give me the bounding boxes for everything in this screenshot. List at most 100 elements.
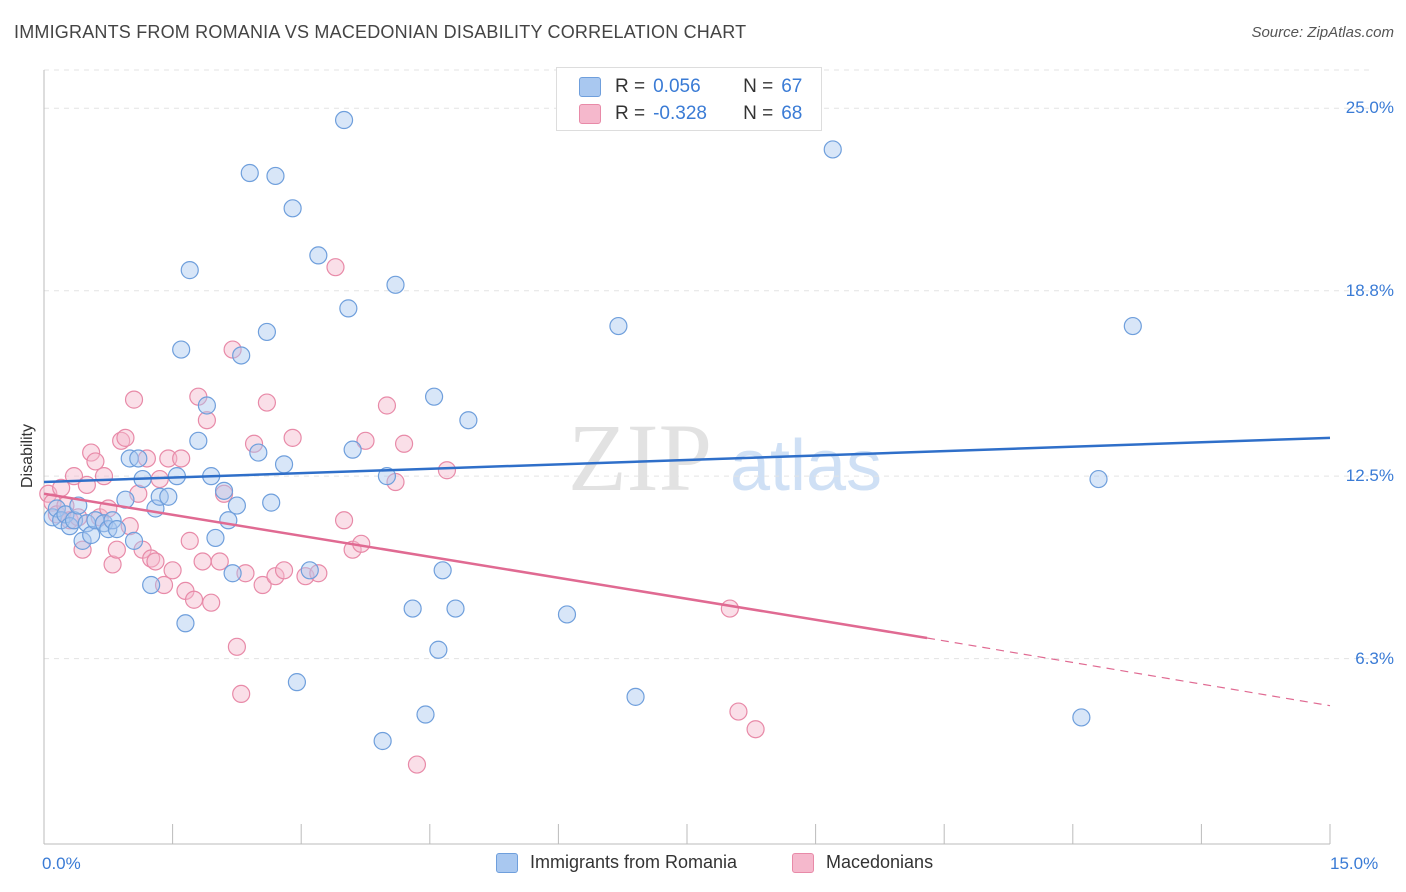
legend-row-macedonians: R = -0.328 N = 68 (579, 103, 802, 125)
macedonians-point (202, 593, 221, 612)
macedonians-point (146, 552, 165, 571)
legend-r-value: 0.056 (653, 76, 701, 97)
macedonians-point (394, 434, 414, 453)
romania-point (459, 411, 478, 430)
macedonians-point (253, 575, 272, 595)
romania-point (446, 599, 465, 618)
bottom-legend-romania: Immigrants from Romania (496, 852, 737, 873)
macedonians-point (107, 540, 126, 559)
romania-point (386, 275, 405, 294)
macedonians-point (197, 411, 216, 430)
legend-swatch-romania (579, 77, 601, 97)
macedonians-point (184, 590, 204, 609)
macedonians-point (326, 258, 345, 277)
legend-r-value: -0.328 (653, 103, 707, 124)
romania-point (1072, 708, 1091, 727)
romania-point (159, 487, 178, 506)
macedonians-point (283, 428, 302, 447)
romania-point (232, 346, 251, 365)
romania-point (103, 511, 122, 530)
macedonians-point (232, 684, 251, 704)
macedonians-trend-extension (926, 637, 1331, 707)
axes (43, 70, 1331, 845)
series-romania (43, 110, 1142, 751)
macedonians-point (180, 531, 199, 550)
romania-point (823, 140, 842, 159)
romania-point (403, 599, 422, 618)
romania-point (377, 467, 397, 486)
romania-point (309, 246, 328, 265)
macedonians-point (720, 599, 739, 618)
macedonians-point (193, 552, 212, 571)
romania-point (214, 481, 234, 500)
romania-point (343, 440, 362, 459)
legend-n-label: N = (743, 103, 774, 124)
macedonians-point (729, 702, 748, 721)
romania-point (227, 496, 246, 515)
romania-point (206, 528, 225, 548)
romania-point (416, 705, 435, 724)
romania-point (257, 322, 277, 342)
romania-point (626, 687, 645, 706)
romania-point (300, 561, 319, 580)
macedonians-point (356, 431, 375, 450)
macedonians-point (154, 575, 174, 595)
macedonians-point (163, 561, 182, 580)
bottom-legend-swatch-macedonians (792, 852, 814, 873)
macedonians-point (407, 755, 427, 774)
romania-point (180, 261, 199, 280)
romania-point (429, 640, 448, 659)
stats-legend: R = 0.056 N = 67 R = -0.328 N = 68 (556, 67, 822, 131)
macedonians-point (116, 428, 135, 447)
legend-r-label: R = (615, 76, 646, 97)
romania-trend-line (43, 436, 1331, 484)
romania-point (262, 493, 281, 512)
romania-point (283, 199, 302, 218)
macedonians-point (377, 396, 397, 415)
romania-point (1089, 469, 1108, 489)
bottom-legend-macedonians: Macedonians (792, 852, 933, 873)
legend-row-romania: R = 0.056 N = 67 (579, 76, 802, 98)
macedonians-point (334, 511, 354, 530)
legend-n-value: 67 (781, 76, 803, 97)
macedonians-point (437, 461, 457, 480)
macedonians-point (77, 475, 96, 495)
legend-swatch-macedonians (579, 104, 601, 124)
legend-n-label: N = (743, 76, 774, 97)
macedonians-point (236, 564, 255, 583)
legend-r-label: R = (615, 103, 646, 124)
watermark-atlas: atlas (730, 426, 882, 506)
macedonians-point (159, 449, 178, 468)
watermark-zip: ZIP (568, 404, 712, 511)
romania-point (124, 531, 144, 550)
macedonians-point (257, 393, 277, 412)
romania-point (197, 396, 216, 415)
trend-lines (43, 436, 1331, 707)
romania-point (424, 387, 444, 406)
macedonians-point (210, 552, 229, 571)
romania-point (82, 525, 101, 545)
series-macedonians (39, 258, 765, 774)
romania-point (189, 431, 208, 450)
romania-point (373, 731, 392, 751)
y-tick-label: 18.8% (1345, 280, 1394, 300)
macedonians-point (244, 434, 264, 453)
y-tick-label: 25.0% (1345, 98, 1394, 118)
romania-point (334, 110, 354, 130)
romania-point (249, 443, 268, 462)
x-tick-label-max: 15.0% (1330, 854, 1379, 873)
macedonians-trend-line (43, 492, 928, 640)
romania-point (339, 299, 358, 318)
macedonians-point (86, 452, 105, 471)
romania-point (1123, 316, 1142, 336)
romania-point (223, 564, 242, 583)
romania-point (274, 455, 294, 474)
romania-point (219, 511, 238, 530)
bottom-legend-label-romania: Immigrants from Romania (530, 852, 738, 872)
romania-point (172, 340, 191, 359)
macedonians-point (94, 467, 114, 486)
romania-point (142, 575, 161, 595)
romania-point (266, 166, 285, 186)
macedonians-point (227, 637, 246, 656)
bottom-legend-label-macedonians: Macedonians (826, 852, 934, 872)
